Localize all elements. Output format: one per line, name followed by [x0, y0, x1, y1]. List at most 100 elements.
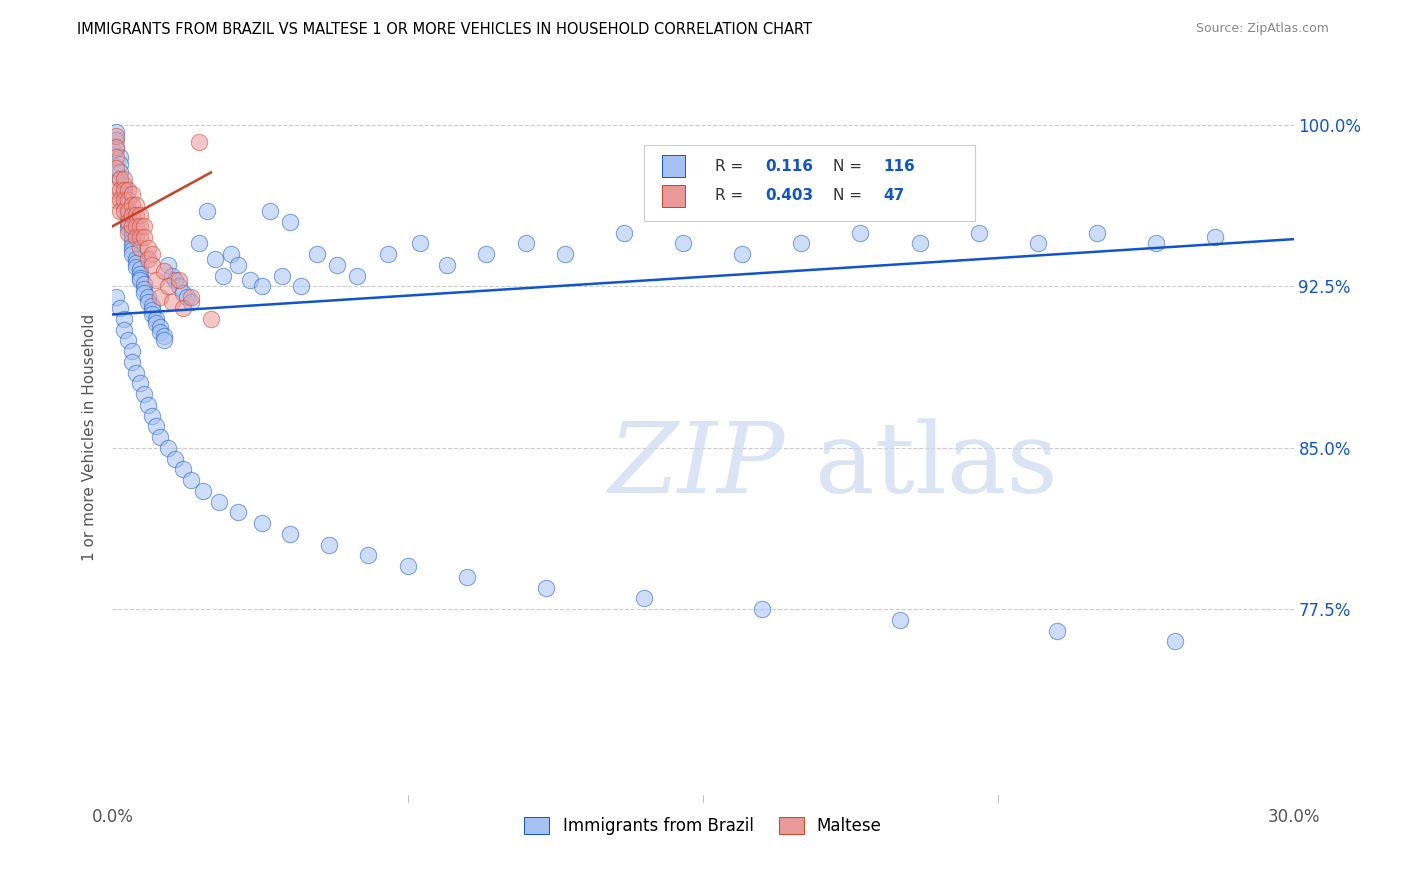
- Point: [132, 219, 155, 234]
- Point: [125, 252, 148, 266]
- Point: [751, 602, 773, 616]
- Point: [129, 271, 152, 285]
- Text: 47: 47: [884, 188, 905, 203]
- Point: [105, 142, 128, 156]
- Point: [169, 279, 191, 293]
- FancyBboxPatch shape: [662, 155, 685, 178]
- Point: [290, 279, 312, 293]
- Point: [1026, 236, 1049, 251]
- Point: [141, 247, 163, 261]
- Point: [129, 219, 152, 234]
- Point: [149, 430, 172, 444]
- Point: [141, 409, 163, 423]
- Point: [250, 516, 273, 530]
- Point: [554, 247, 576, 261]
- Point: [121, 230, 143, 244]
- Point: [121, 198, 143, 212]
- Point: [125, 219, 148, 234]
- Point: [129, 273, 152, 287]
- Point: [165, 451, 187, 466]
- Point: [456, 570, 478, 584]
- Point: [1164, 634, 1187, 648]
- Point: [129, 376, 152, 391]
- Point: [117, 209, 139, 223]
- Point: [105, 128, 128, 143]
- Point: [475, 247, 498, 261]
- Point: [188, 236, 211, 251]
- Text: R =: R =: [714, 159, 742, 174]
- Point: [149, 325, 172, 339]
- Point: [121, 219, 143, 234]
- Point: [165, 273, 187, 287]
- Point: [889, 613, 911, 627]
- Point: [125, 209, 148, 223]
- Point: [270, 268, 292, 283]
- Point: [346, 268, 368, 283]
- Point: [152, 264, 174, 278]
- Point: [110, 172, 132, 186]
- Point: [141, 303, 163, 318]
- Point: [110, 194, 132, 208]
- Point: [117, 204, 139, 219]
- Point: [219, 247, 242, 261]
- Point: [141, 258, 163, 272]
- Point: [110, 204, 132, 219]
- Point: [377, 247, 399, 261]
- Point: [112, 311, 135, 326]
- Point: [156, 279, 179, 293]
- Point: [152, 333, 174, 347]
- Point: [117, 204, 139, 219]
- Point: [195, 204, 218, 219]
- Point: [132, 387, 155, 401]
- Point: [849, 226, 872, 240]
- Point: [172, 301, 194, 315]
- Point: [121, 235, 143, 249]
- Point: [105, 125, 128, 139]
- Point: [129, 262, 152, 277]
- Point: [436, 258, 458, 272]
- Point: [112, 322, 135, 336]
- Point: [228, 258, 250, 272]
- Text: N =: N =: [832, 159, 862, 174]
- Text: ZIP: ZIP: [609, 418, 785, 514]
- Point: [125, 198, 148, 212]
- Point: [672, 236, 695, 251]
- Point: [239, 273, 262, 287]
- Point: [145, 419, 167, 434]
- Point: [357, 549, 380, 563]
- Point: [125, 256, 148, 270]
- FancyBboxPatch shape: [644, 145, 974, 221]
- Point: [125, 230, 148, 244]
- Point: [117, 221, 139, 235]
- Point: [200, 311, 222, 326]
- Point: [259, 204, 281, 219]
- Point: [191, 483, 214, 498]
- Point: [1046, 624, 1069, 638]
- Point: [326, 258, 349, 272]
- Point: [633, 591, 655, 606]
- Point: [160, 268, 183, 283]
- Point: [105, 161, 128, 176]
- Point: [613, 226, 636, 240]
- Point: [228, 505, 250, 519]
- Point: [117, 333, 139, 347]
- Point: [278, 215, 301, 229]
- Point: [1144, 236, 1167, 251]
- Point: [176, 290, 198, 304]
- Point: [105, 139, 128, 153]
- Point: [112, 186, 135, 201]
- Point: [731, 247, 754, 261]
- Point: [180, 294, 202, 309]
- Point: [121, 243, 143, 257]
- Point: [112, 194, 135, 208]
- Point: [145, 273, 167, 287]
- Point: [121, 226, 143, 240]
- Point: [117, 194, 139, 208]
- Point: [790, 236, 813, 251]
- Point: [307, 247, 329, 261]
- Text: Source: ZipAtlas.com: Source: ZipAtlas.com: [1195, 22, 1329, 36]
- Point: [104, 194, 127, 208]
- Point: [1204, 230, 1226, 244]
- Point: [180, 473, 202, 487]
- Point: [112, 183, 135, 197]
